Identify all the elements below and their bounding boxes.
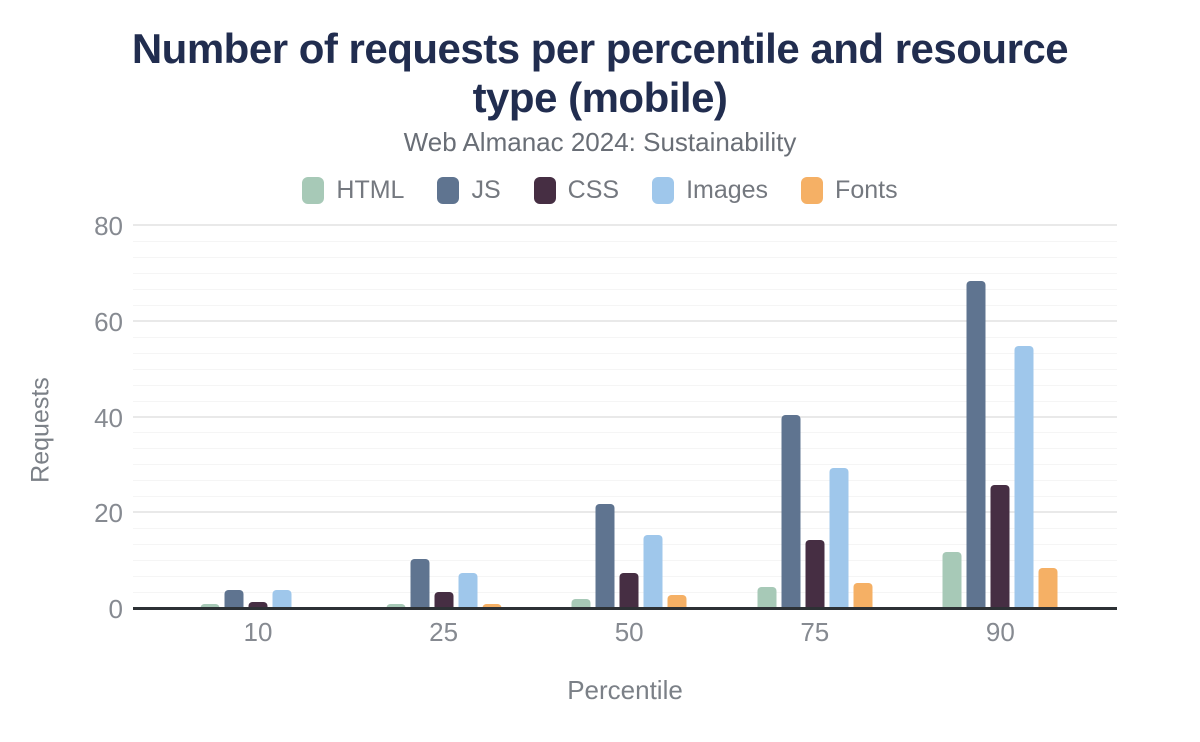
x-tick-label-50: 50	[614, 617, 644, 647]
legend-label: CSS	[567, 176, 620, 204]
gridline-minor	[133, 240, 1117, 242]
y-tick-label: 0	[108, 594, 123, 624]
bar-js-p75[interactable]	[781, 415, 801, 609]
bar-images-p75[interactable]	[829, 467, 849, 609]
bar-css-p50[interactable]	[619, 573, 639, 609]
bar-html-p90[interactable]	[942, 551, 962, 609]
legend-item-images: Images	[652, 176, 768, 205]
legend-label: HTML	[336, 176, 405, 204]
bar-js-p25[interactable]	[410, 558, 430, 609]
legend-label: Fonts	[835, 176, 898, 204]
legend-swatch-images	[652, 177, 675, 204]
gridline-minor	[133, 560, 1117, 562]
x-axis-tick-labels: 10 25 50 75 90	[133, 617, 1117, 649]
bar-css-p25[interactable]	[434, 592, 454, 609]
bar-fonts-p50[interactable]	[667, 594, 687, 609]
legend-swatch-html	[302, 177, 325, 204]
legend-item-fonts: Fonts	[801, 176, 898, 205]
bar-fonts-p25[interactable]	[482, 604, 502, 609]
legend-swatch-css	[533, 177, 556, 204]
legend-label: JS	[471, 176, 501, 204]
x-tick-label-25: 25	[429, 617, 459, 647]
gridline-minor	[133, 480, 1117, 482]
bar-images-p10[interactable]	[272, 589, 292, 609]
gridline-minor	[133, 432, 1117, 434]
bar-js-p50[interactable]	[595, 503, 615, 609]
gridline-minor	[133, 352, 1117, 354]
gridline-minor	[133, 304, 1117, 306]
bar-group-90	[942, 226, 1058, 609]
bar-js-p10[interactable]	[224, 589, 244, 609]
gridline-minor	[133, 448, 1117, 450]
legend-item-css: CSS	[533, 176, 620, 205]
gridline-minor	[133, 368, 1117, 370]
gridline-minor	[133, 336, 1117, 338]
gridline-major	[133, 319, 1117, 322]
x-axis-title: Percentile	[567, 675, 683, 705]
y-tick-label: 80	[94, 211, 123, 241]
gridline-minor	[133, 384, 1117, 386]
bar-js-p90[interactable]	[966, 281, 986, 609]
bar-fonts-p75[interactable]	[853, 582, 873, 609]
gridline-minor	[133, 544, 1117, 546]
legend-swatch-fonts	[801, 177, 824, 204]
gridline-minor	[133, 400, 1117, 402]
bar-group-25	[386, 226, 502, 609]
y-tick-label: 60	[94, 306, 123, 337]
bar-html-p75[interactable]	[757, 587, 777, 609]
bar-css-p10[interactable]	[248, 601, 268, 609]
bar-group-10	[200, 226, 316, 609]
y-tick-label: 20	[94, 498, 123, 529]
chart-subtitle: Web Almanac 2024: Sustainability	[403, 127, 797, 157]
gridline-minor	[133, 256, 1117, 258]
gridline-minor	[133, 496, 1117, 498]
plot-area	[133, 224, 1117, 609]
gridline-major	[133, 415, 1117, 418]
bar-html-p50[interactable]	[571, 599, 591, 609]
bar-css-p90[interactable]	[990, 484, 1010, 609]
chart-title: Number of requests per percentile and re…	[0, 24, 1200, 122]
bar-images-p90[interactable]	[1014, 345, 1034, 609]
gridline-major	[133, 511, 1117, 514]
gridline-minor	[133, 528, 1117, 530]
legend: HTML JS CSS Images Fonts	[0, 176, 1200, 205]
bar-images-p50[interactable]	[643, 534, 663, 609]
chart-title-line2: type (mobile)	[472, 74, 728, 122]
legend-label: Images	[686, 176, 769, 204]
x-axis-line	[133, 607, 1117, 610]
gridline-minor	[133, 288, 1117, 290]
chart-title-line1: Number of requests per percentile and re…	[131, 25, 1069, 72]
bar-css-p75[interactable]	[805, 539, 825, 609]
gridline-major	[133, 224, 1117, 226]
legend-swatch-js	[437, 177, 460, 204]
bar-fonts-p90[interactable]	[1038, 568, 1058, 609]
bar-group-50	[571, 226, 687, 609]
legend-item-js: JS	[437, 176, 501, 205]
gridline-minor	[133, 464, 1117, 466]
bar-group-75	[757, 226, 873, 609]
bar-html-p10[interactable]	[200, 604, 220, 609]
y-tick-label: 40	[94, 402, 123, 433]
bar-images-p25[interactable]	[458, 573, 478, 609]
legend-item-html: HTML	[302, 176, 404, 205]
x-tick-label-10: 10	[243, 617, 273, 647]
bar-html-p25[interactable]	[386, 604, 406, 609]
x-tick-label-90: 90	[985, 617, 1015, 647]
gridline-minor	[133, 272, 1117, 274]
x-tick-label-75: 75	[800, 617, 830, 647]
